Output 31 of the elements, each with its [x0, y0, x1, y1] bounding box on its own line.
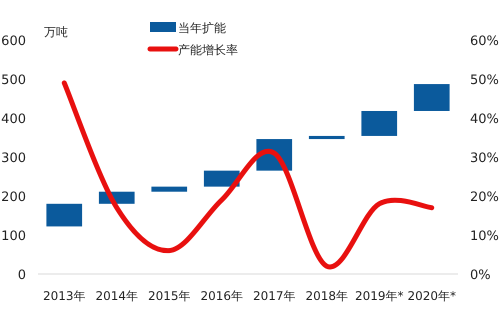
y-tick-label: 400	[1, 112, 26, 127]
x-tick-label: 2018年	[305, 289, 348, 303]
x-tick-label: 2020年*	[407, 289, 456, 303]
x-tick-label: 2019年*	[354, 289, 404, 303]
legend-label: 当年扩能	[178, 21, 226, 35]
x-tick-label: 2017年	[252, 289, 296, 303]
y2-tick-label: 20%	[470, 190, 499, 205]
x-tick-label: 2014年	[95, 289, 138, 303]
y2-tick-label: 50%	[470, 73, 499, 88]
x-tick-label: 2015年	[148, 289, 191, 303]
bar	[204, 170, 240, 187]
y-tick-label: 600	[1, 34, 26, 49]
y-tick-label: 500	[1, 73, 26, 88]
y2-tick-label: 30%	[470, 151, 499, 166]
bar	[361, 110, 398, 136]
y2-tick-label: 10%	[470, 229, 499, 244]
y2-tick-label: 0%	[470, 268, 491, 283]
legend-label: 产能增长率	[178, 43, 238, 57]
y-tick-label: 200	[1, 190, 26, 205]
bar	[151, 186, 188, 192]
y2-tick-label: 60%	[470, 34, 499, 49]
bar	[46, 204, 82, 226]
y-tick-label: 100	[1, 229, 26, 244]
x-tick-label: 2016年	[200, 289, 244, 303]
y-tick-label: 0	[18, 268, 26, 283]
bar	[414, 84, 450, 111]
y-tick-label: 300	[1, 151, 26, 166]
bar	[308, 136, 345, 140]
y-axis-title: 万吨	[44, 25, 68, 39]
x-tick-label: 2013年	[42, 289, 86, 303]
y2-tick-label: 40%	[470, 112, 499, 127]
